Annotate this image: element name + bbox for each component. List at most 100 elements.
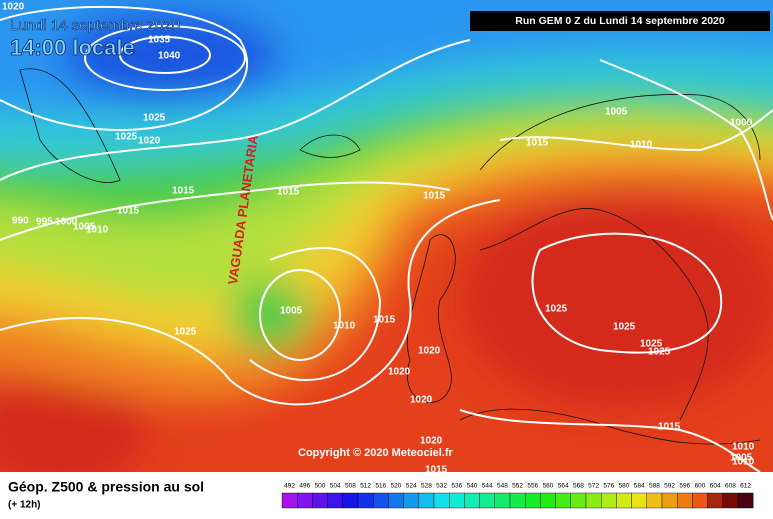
scale-swatch <box>722 492 739 509</box>
color-scale: 492 496 500 504 508 512 516 520 524 528 532 536 540 5… <box>281 483 754 509</box>
scale-swatch <box>707 492 723 509</box>
isobar-label: 1005 <box>73 222 96 233</box>
coast <box>459 408 761 445</box>
scale-swatch <box>525 492 541 509</box>
isobar-label: 1015 <box>425 465 448 476</box>
isobar-label: 1005 <box>730 453 753 464</box>
field-blob <box>230 280 310 350</box>
scale-label: 508 <box>345 483 356 490</box>
scale-label: 592 <box>664 483 675 490</box>
scale-label: 532 <box>436 483 447 490</box>
scale-swatch <box>357 492 374 509</box>
run-box <box>470 11 770 31</box>
scale-swatch <box>479 492 496 509</box>
scale-label: 524 <box>406 483 417 490</box>
scale-label: 496 <box>299 483 310 490</box>
run-label: Run GEM 0 Z du Lundi 14 septembre 2020 <box>515 15 725 27</box>
scale-label: 492 <box>284 483 295 490</box>
scale-swatch <box>494 492 511 509</box>
scale-swatch <box>540 492 556 509</box>
scale-label: 544 <box>482 483 493 490</box>
isobar-label: 1005 <box>605 107 628 118</box>
field-blob <box>460 190 773 410</box>
scale-label: 540 <box>467 483 478 490</box>
isobar-label: 1015 <box>117 206 140 217</box>
isobar-label: 1020 <box>418 346 441 357</box>
scale-swatch <box>509 492 526 509</box>
isobar <box>119 36 211 74</box>
scale-swatch <box>601 492 617 509</box>
isobar <box>459 409 761 472</box>
isobar-label: 1010 <box>333 321 356 332</box>
coast <box>479 208 709 421</box>
isobars <box>0 5 773 472</box>
scale-swatch <box>585 492 602 509</box>
isobar-label: 1025 <box>174 327 197 338</box>
legend-title: Géop. Z500 & pression au sol <box>8 479 204 495</box>
scale-label: 548 <box>497 483 508 490</box>
isobar <box>259 269 341 361</box>
isobar-label: 1020 <box>410 395 433 406</box>
isobar-label: 1020 <box>2 2 25 13</box>
isobar <box>0 199 501 406</box>
scale-label: 568 <box>573 483 584 490</box>
scale-swatch <box>433 492 450 509</box>
isobar-label: 990 <box>12 216 29 227</box>
scale-swatch <box>388 492 404 509</box>
isobar-label: 1020 <box>138 136 161 147</box>
isobar-label: 1010 <box>732 442 755 453</box>
coast <box>299 134 361 158</box>
scale-swatch <box>692 492 708 509</box>
isobar-label: 1025 <box>648 347 671 358</box>
scale-label: 512 <box>360 483 371 490</box>
scale-swatch <box>373 492 389 509</box>
coast <box>19 68 121 183</box>
scale-swatch <box>342 492 359 509</box>
scale-swatch <box>616 492 632 509</box>
scale-label: 612 <box>740 483 751 490</box>
isobar-label: 1015 <box>526 138 549 149</box>
isobar-label: 1035 <box>148 35 171 46</box>
scale-label: 600 <box>695 483 706 490</box>
scale-swatch <box>646 492 663 509</box>
isobar-label: 1010 <box>630 140 653 151</box>
field-blob <box>0 370 150 472</box>
isobar-label: 1025 <box>115 132 138 143</box>
scale-swatch <box>281 492 298 509</box>
isobar-label: 1010 <box>732 457 755 468</box>
scale-label: 520 <box>391 483 402 490</box>
isobar <box>0 5 248 132</box>
scale-swatch <box>327 492 344 509</box>
isobar-label: 1015 <box>658 422 681 433</box>
scale-swatch <box>570 492 587 509</box>
scale-swatch <box>464 492 480 509</box>
isobar-label: 1025 <box>545 304 568 315</box>
scale-swatch <box>737 492 754 509</box>
isobar-label: 1025 <box>613 322 636 333</box>
scale-label: 580 <box>619 483 630 490</box>
scale-swatch <box>418 492 435 509</box>
scale-swatch <box>312 492 328 509</box>
scale-label: 500 <box>315 483 326 490</box>
scale-label: 588 <box>649 483 660 490</box>
isobar-label: 1015 <box>172 186 195 197</box>
isobar-label: 995 <box>36 217 53 228</box>
isobar <box>499 109 773 152</box>
isobar <box>84 25 246 91</box>
time-label: 14:00 locale <box>10 35 135 60</box>
scale-label: 564 <box>558 483 569 490</box>
scale-label: 560 <box>543 483 554 490</box>
date-label: Lundi 14 septembre 2020 <box>10 17 180 34</box>
scale-label: 504 <box>330 483 341 490</box>
isobar-label: 1010 <box>86 225 109 236</box>
scale-swatch <box>403 492 420 509</box>
isobar-label: 1025 <box>640 339 663 350</box>
scale-label: 516 <box>375 483 386 490</box>
scale-swatch <box>297 492 313 509</box>
scale-label: 584 <box>634 483 645 490</box>
scale-label: 572 <box>588 483 599 490</box>
scale-label: 604 <box>710 483 721 490</box>
isobar-label: 1015 <box>277 187 300 198</box>
